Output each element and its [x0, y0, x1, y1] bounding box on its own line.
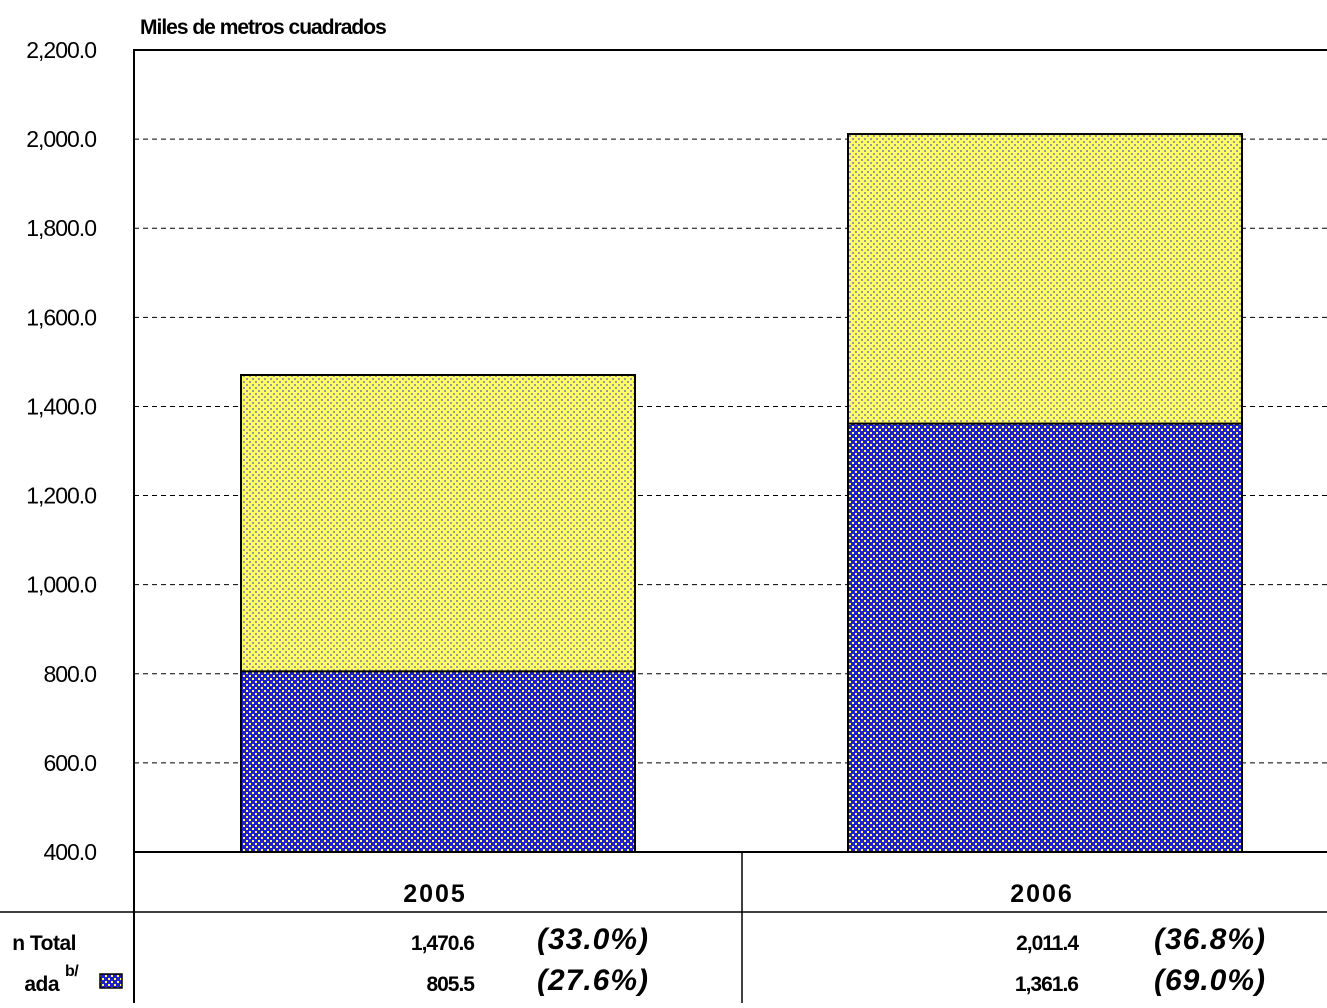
table-value: 1,470.6: [411, 932, 474, 955]
data-table: 2005 2006 n Total 1,470.6 2,011.4 (33.0%) (36.…: [0, 852, 1327, 1003]
table-percent: (69.0%): [1154, 964, 1266, 997]
y-tick-labels: 400.0 600.0 800.0 1,000.0 1,200.0 1,400.0 1,60…: [26, 37, 97, 865]
bar-ada-2006: [847, 422, 1243, 853]
table-row-label: ada: [24, 973, 60, 996]
category-label: 2006: [1010, 880, 1074, 908]
table-value: 805.5: [426, 973, 475, 996]
table-row-label: n Total: [12, 932, 76, 955]
y-tick-label: 400.0: [43, 839, 96, 865]
table-value: 2,011.4: [1016, 932, 1079, 955]
bar-ada-2005: [240, 670, 636, 853]
category-label: 2005: [403, 880, 467, 908]
table-percent: (33.0%): [537, 923, 649, 956]
y-axis-unit-label: Miles de metros cuadrados: [140, 16, 386, 39]
y-tick-label: 800.0: [43, 661, 96, 687]
table-percent: (27.6%): [537, 964, 649, 997]
y-tick-label: 600.0: [43, 750, 96, 776]
y-tick-label: 1,000.0: [26, 572, 96, 598]
y-tick-label: 1,200.0: [26, 483, 96, 509]
y-tick-label: 2,000.0: [26, 126, 96, 152]
plot-area-border: [133, 49, 1327, 853]
y-tick-label: 1,800.0: [26, 215, 96, 241]
y-tick-label: 1,600.0: [26, 304, 96, 330]
bars: [240, 133, 1243, 853]
table-percent: (36.8%): [1154, 923, 1266, 956]
table-row-superscript: b/: [65, 963, 79, 980]
table-value: 1,361.6: [1015, 973, 1078, 996]
y-tick-label: 2,200.0: [26, 37, 96, 63]
y-tick-label: 1,400.0: [26, 393, 96, 419]
legend-swatch-ada: [99, 973, 123, 989]
